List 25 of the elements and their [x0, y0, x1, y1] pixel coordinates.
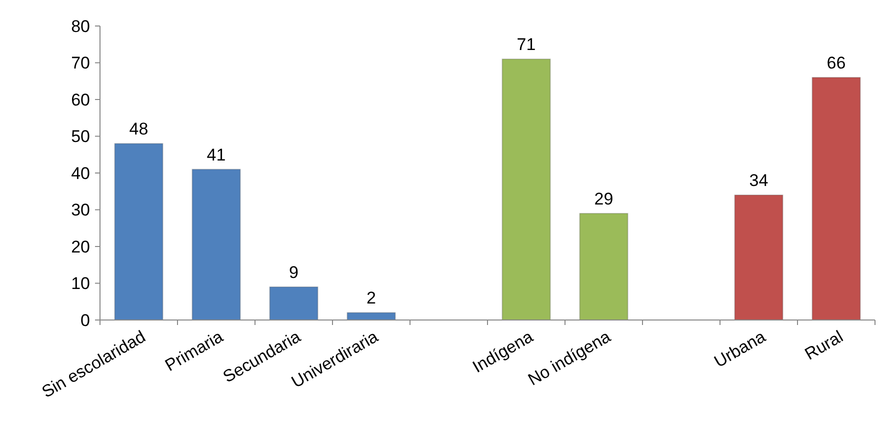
bar: [812, 76, 861, 320]
bar: [269, 286, 318, 320]
data-label: 29: [594, 189, 614, 208]
y-tick-label: 0: [80, 310, 90, 330]
y-tick-label: 70: [71, 54, 90, 73]
data-label: 34: [749, 171, 768, 190]
data-label: 2: [366, 288, 376, 308]
bar: [579, 212, 628, 320]
y-tick-label: 30: [71, 200, 90, 220]
bar: [502, 58, 551, 320]
y-tick-label: 80: [71, 16, 90, 36]
data-label: 9: [289, 262, 298, 282]
bar: [192, 168, 241, 320]
data-label: 66: [826, 53, 846, 72]
bar: [734, 194, 784, 320]
y-tick-label: 40: [71, 164, 90, 183]
y-tick-label: 10: [71, 274, 90, 294]
bar: [114, 143, 164, 320]
bar: [346, 312, 396, 320]
y-tick-label: 20: [71, 237, 90, 256]
data-label: 48: [129, 120, 148, 139]
y-tick-label: 50: [71, 127, 90, 146]
data-label: 71: [516, 35, 536, 54]
y-tick-label: 60: [71, 90, 90, 110]
data-label: 41: [206, 145, 226, 164]
